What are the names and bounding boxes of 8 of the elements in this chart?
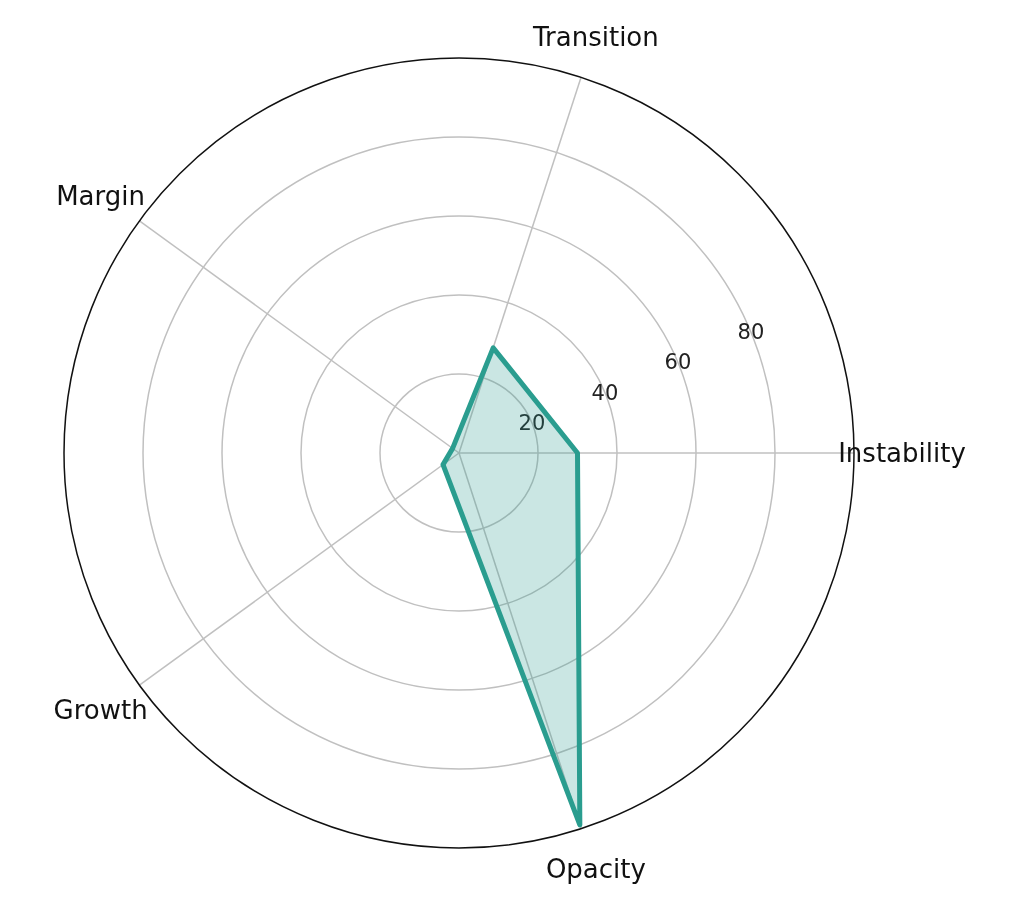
spoke-label: Opacity — [545, 853, 646, 884]
y-tick-label: 40 — [591, 380, 619, 405]
y-tick-label: 60 — [664, 350, 692, 375]
spoke-label: Growth — [53, 694, 148, 725]
spoke-label: Transition — [532, 22, 659, 53]
spoke-label: Margin — [56, 181, 146, 212]
y-tick-label: 20 — [518, 410, 546, 435]
y-tick-label: 80 — [737, 320, 765, 345]
